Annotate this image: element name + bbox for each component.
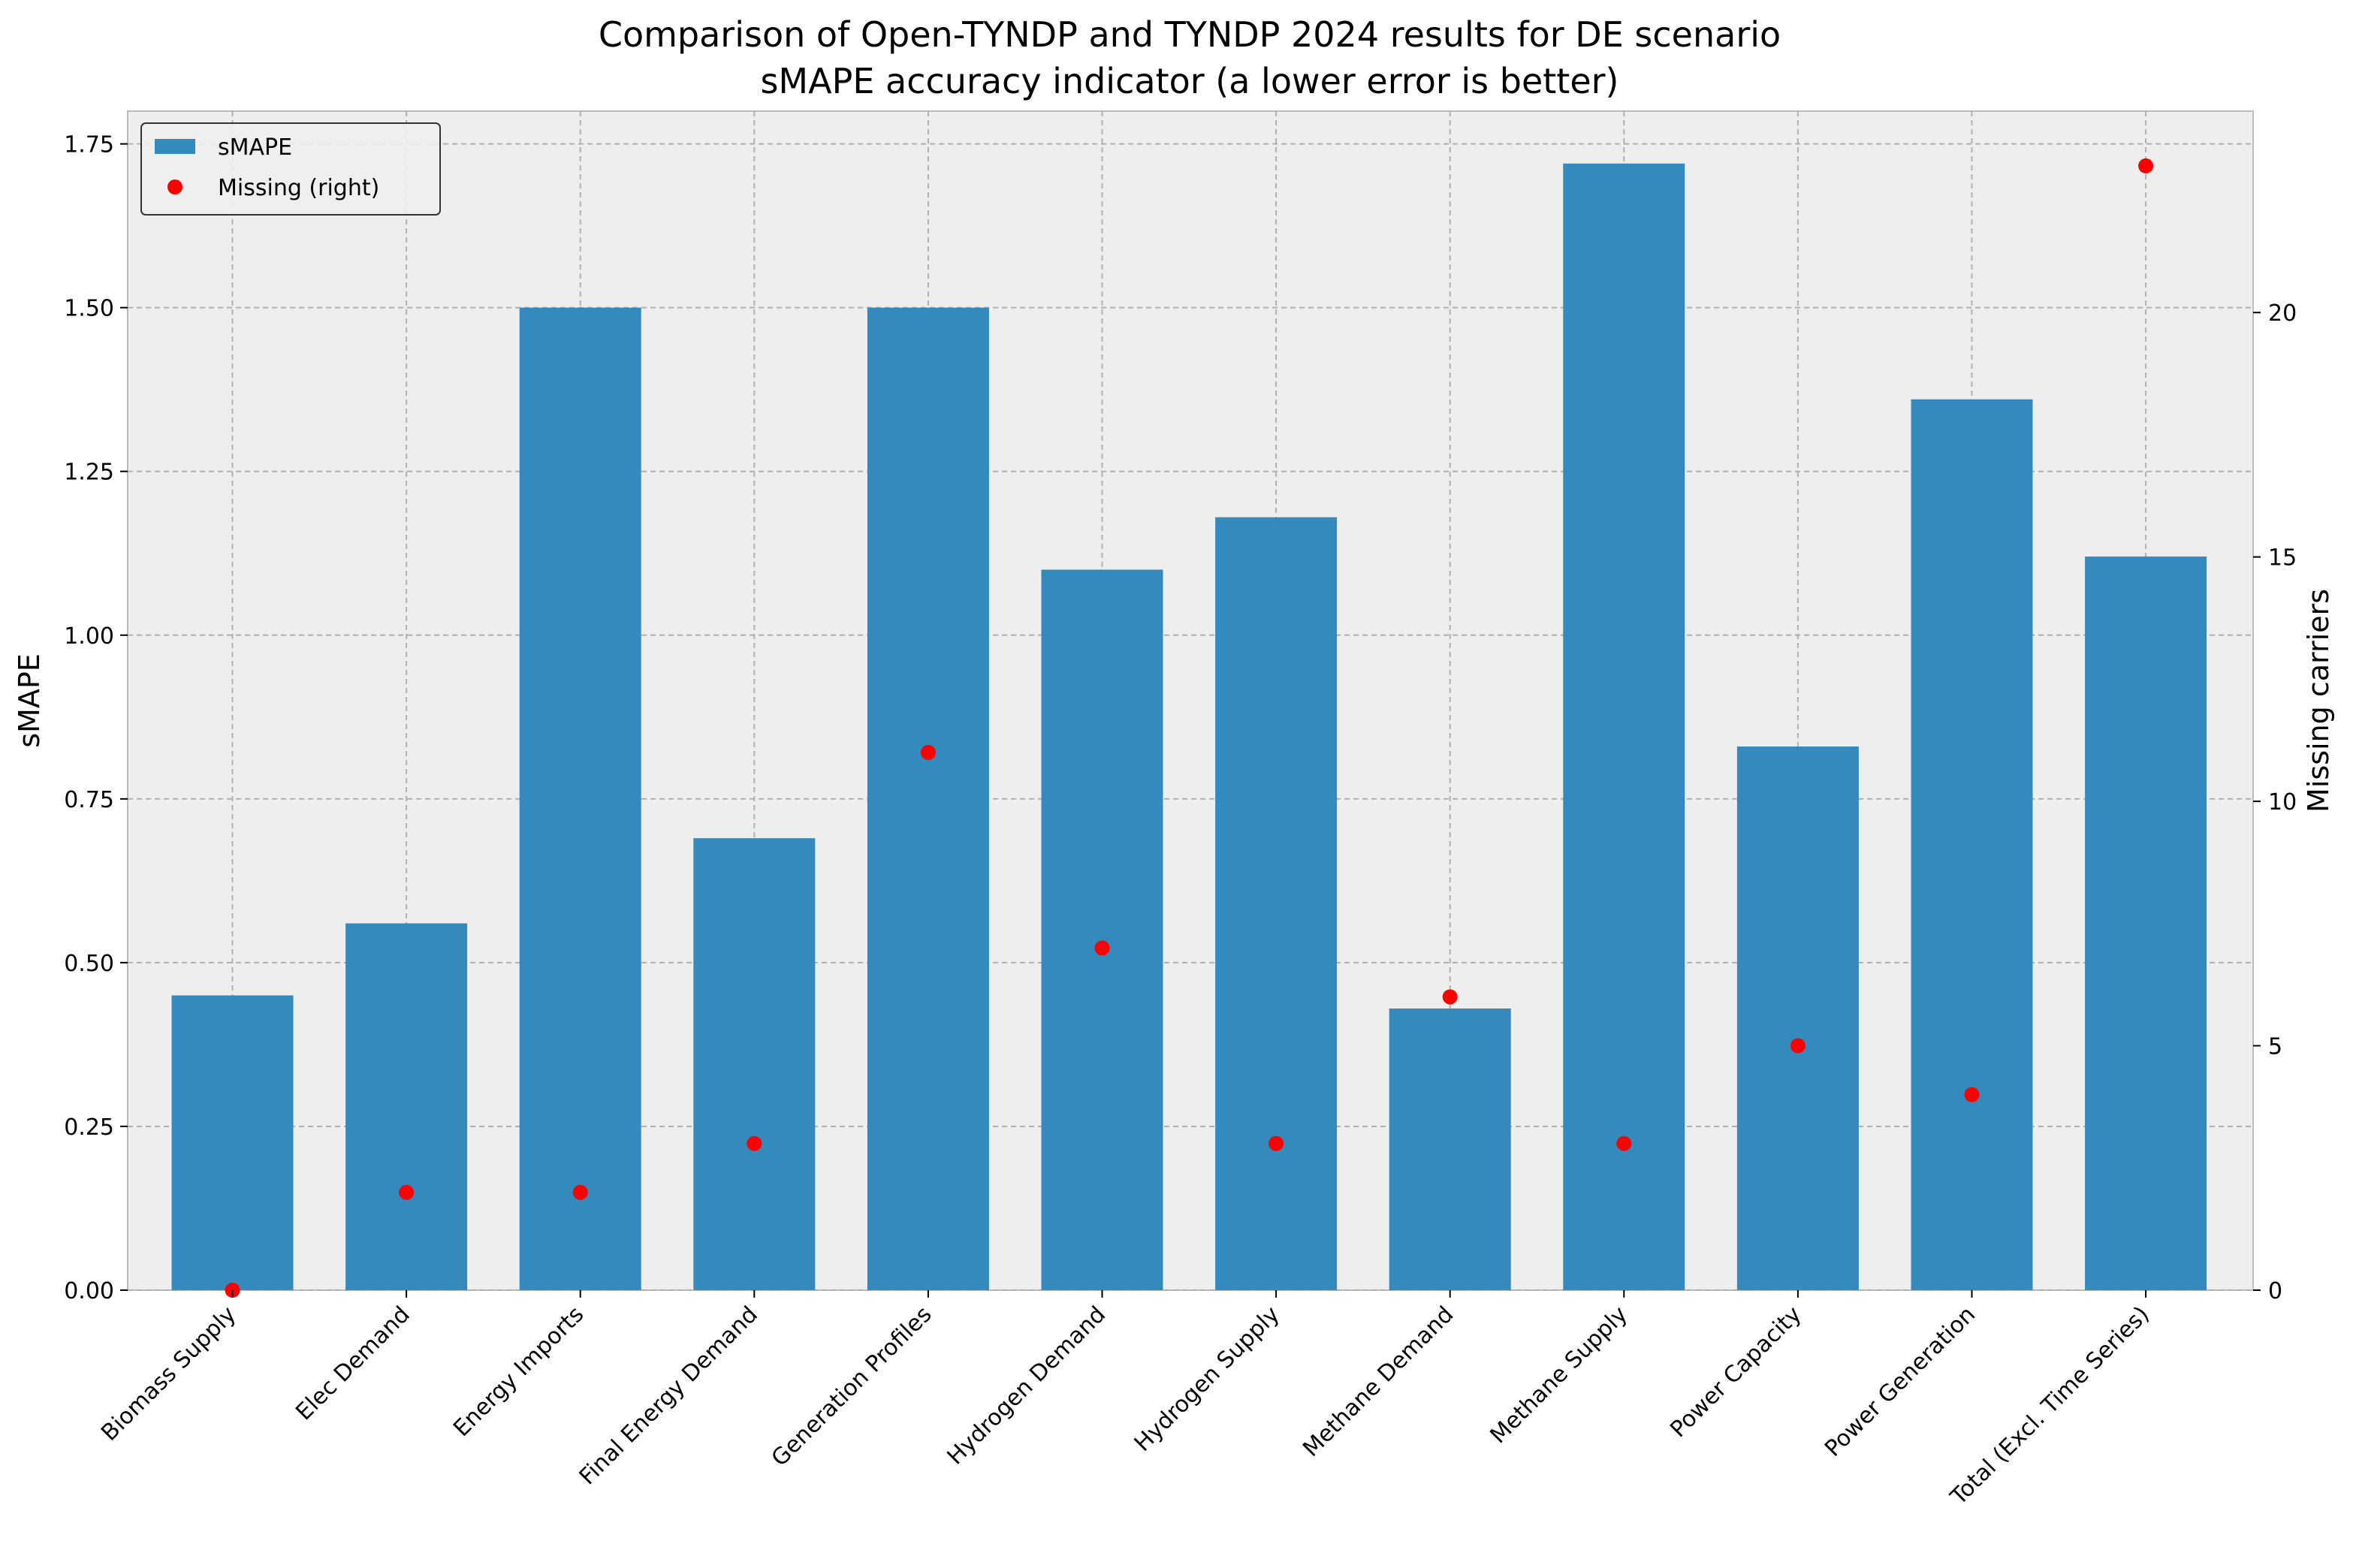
- y2-axis-label: Missing carriers: [2302, 589, 2335, 813]
- y2-tick-label: 20: [2268, 300, 2297, 327]
- bar-10: [1736, 746, 1859, 1290]
- legend-frame: [140, 122, 441, 216]
- bar-8: [1389, 1008, 1511, 1290]
- x-tick-label: Energy Imports: [448, 1301, 589, 1442]
- x-tick-label: Elec Demand: [291, 1301, 415, 1425]
- point-2: [399, 1184, 415, 1200]
- y-axis-label: sMAPE: [13, 653, 46, 748]
- point-3: [572, 1184, 588, 1200]
- y2-tick-label: 5: [2268, 1034, 2282, 1060]
- bar-5: [867, 307, 989, 1291]
- scatter-series: [225, 158, 2154, 1298]
- legend-label-missing: Missing (right): [218, 175, 379, 201]
- y-tick-label: 0.25: [64, 1114, 114, 1141]
- bar-series: [171, 163, 2207, 1291]
- bar-9: [1563, 163, 1685, 1290]
- point-12: [2138, 158, 2154, 173]
- y-tick-label: 1.75: [64, 132, 114, 158]
- bar-3: [519, 307, 641, 1291]
- y-axis-left: 0.00 0.25 0.50 0.75 1.00 1.25 1.50 1.75: [64, 132, 128, 1304]
- x-tick-label: Hydrogen Demand: [943, 1301, 1112, 1470]
- y-grid: [128, 143, 2253, 1291]
- x-tick-label: Power Capacity: [1665, 1301, 1806, 1443]
- y-tick-label: 1.00: [64, 623, 114, 650]
- y2-tick-label: 0: [2268, 1278, 2282, 1304]
- bar-7: [1215, 517, 1338, 1290]
- x-tick-label: Total (Excl. Time Series): [1945, 1301, 2155, 1511]
- bar-11: [1911, 399, 2033, 1290]
- point-4: [747, 1135, 762, 1151]
- x-tick-label: Methane Supply: [1486, 1301, 1633, 1449]
- x-tick-label: Methane Demand: [1298, 1301, 1459, 1462]
- bar-4: [693, 838, 816, 1290]
- x-tick-label: Power Generation: [1820, 1301, 1980, 1462]
- y-tick-label: 1.50: [64, 296, 114, 322]
- chart-title: Comparison of Open-TYNDP and TYNDP 2024 …: [599, 14, 1781, 55]
- bar-1: [171, 995, 294, 1290]
- bar-2: [345, 923, 468, 1290]
- x-tick-label: Hydrogen Supply: [1130, 1301, 1285, 1457]
- bar-12: [2085, 556, 2207, 1290]
- x-tick-label: Generation Profiles: [767, 1301, 937, 1472]
- point-8: [1442, 989, 1458, 1005]
- point-7: [1268, 1135, 1284, 1151]
- y-axis-right: 0 5 10 15 20: [2253, 300, 2297, 1304]
- bar-6: [1041, 569, 1163, 1290]
- point-9: [1616, 1135, 1632, 1151]
- y2-tick-label: 15: [2268, 545, 2297, 571]
- y-tick-label: 1.25: [64, 460, 114, 486]
- y-tick-label: 0.75: [64, 787, 114, 813]
- point-6: [1094, 940, 1110, 956]
- point-10: [1790, 1038, 1805, 1054]
- legend-swatch-smape: [155, 139, 195, 154]
- y2-tick-label: 10: [2268, 789, 2297, 816]
- y-tick-label: 0.50: [64, 951, 114, 977]
- point-11: [1964, 1087, 1980, 1102]
- point-5: [920, 744, 936, 760]
- x-axis: Biomass Supply Elec Demand Energy ImportsF…: [96, 1290, 2155, 1511]
- x-tick-label: Final Energy Demand: [575, 1301, 763, 1490]
- legend: sMAPE Missing (right): [140, 122, 441, 216]
- x-tick-label: Biomass Supply: [96, 1301, 241, 1446]
- legend-label-smape: sMAPE: [218, 134, 292, 161]
- chart-subtitle: sMAPE accuracy indicator (a lower error …: [760, 61, 1618, 101]
- legend-marker-missing: [167, 179, 183, 194]
- y-tick-label: 0.00: [64, 1278, 114, 1304]
